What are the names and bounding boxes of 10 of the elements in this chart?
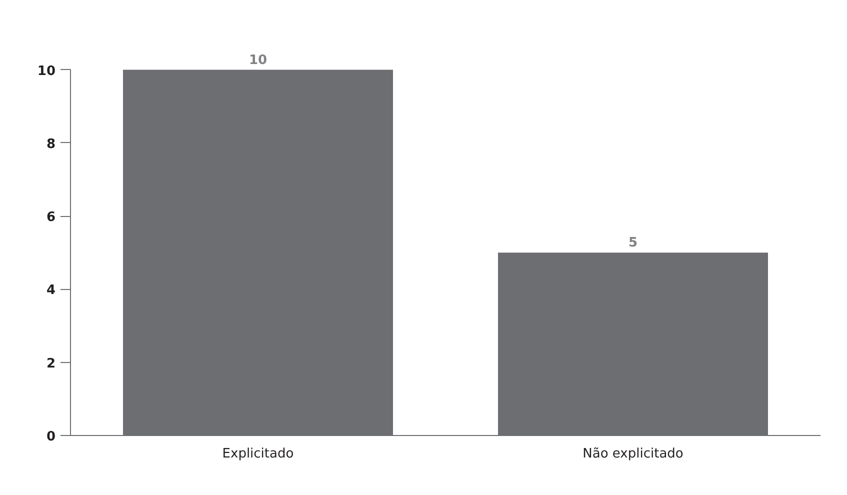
y-tick-label: 2	[46, 356, 56, 372]
y-tick-label: 8	[46, 136, 56, 152]
y-tick-label: 6	[46, 210, 56, 226]
y-tick-label: 4	[46, 283, 56, 298]
data-label: 5	[628, 236, 638, 251]
x-tick-label: Explicitado	[222, 446, 294, 462]
y-tick-label: 0	[46, 430, 56, 444]
y-tick-label: 10	[37, 64, 56, 79]
x-tick-label: Não explicitado	[582, 446, 684, 462]
data-label: 10	[248, 52, 268, 68]
